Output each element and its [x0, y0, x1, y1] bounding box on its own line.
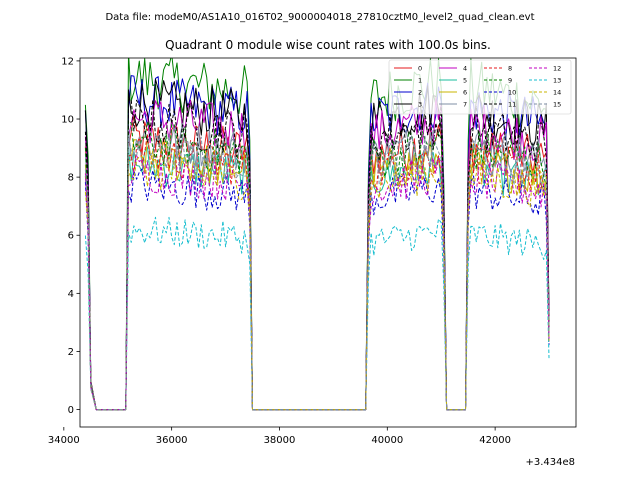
legend-label-0: 0 — [418, 64, 422, 72]
legend-label-8: 8 — [508, 64, 512, 72]
series-line-13 — [84, 216, 550, 411]
legend-label-10: 10 — [508, 88, 516, 96]
x-tick-label: 42000 — [479, 435, 511, 446]
legend-label-14: 14 — [553, 88, 561, 96]
legend-box — [388, 59, 572, 115]
x-tick-label: 34000 — [48, 435, 80, 446]
y-tick-label: 6 — [68, 231, 74, 242]
series-line-3 — [84, 78, 550, 411]
series-line-12 — [84, 155, 550, 411]
series-group — [84, 58, 550, 411]
legend-label-6: 6 — [463, 88, 467, 96]
y-tick-label: 0 — [68, 405, 74, 416]
legend-label-11: 11 — [508, 100, 516, 108]
x-tick-label: 38000 — [264, 435, 296, 446]
y-tick-label: 2 — [68, 347, 74, 358]
legend-label-12: 12 — [553, 64, 561, 72]
x-tick-label: 36000 — [156, 435, 188, 446]
y-tick-label: 10 — [61, 115, 74, 126]
series-line-14 — [84, 150, 550, 411]
x-offset-label: +3.434e8 — [525, 457, 575, 468]
series-line-15 — [84, 128, 550, 411]
y-tick-label: 4 — [68, 289, 74, 300]
legend-label-2: 2 — [418, 88, 422, 96]
y-tick-label: 8 — [68, 173, 74, 184]
series-line-4 — [84, 97, 550, 411]
legend-label-5: 5 — [463, 76, 467, 84]
legend-label-4: 4 — [463, 64, 467, 72]
legend-label-7: 7 — [463, 100, 467, 108]
series-line-9 — [84, 120, 550, 411]
legend-label-13: 13 — [553, 76, 561, 84]
figure-suptitle: Data file: modeM0/AS1A10_016T02_90000040… — [105, 12, 534, 23]
legend-label-3: 3 — [418, 100, 422, 108]
series-line-5 — [84, 146, 550, 411]
legend-label-15: 15 — [553, 100, 561, 108]
series-line-11 — [84, 98, 550, 411]
legend-label-9: 9 — [508, 76, 512, 84]
axes-frame — [79, 57, 577, 428]
x-tick-label: 40000 — [371, 435, 403, 446]
legend-label-1: 1 — [418, 76, 422, 84]
series-line-7 — [84, 123, 550, 411]
y-tick-label: 12 — [61, 56, 74, 67]
chart-title: Quadrant 0 module wise count rates with … — [165, 38, 491, 52]
series-line-10 — [84, 168, 550, 411]
plot-area — [84, 58, 550, 411]
